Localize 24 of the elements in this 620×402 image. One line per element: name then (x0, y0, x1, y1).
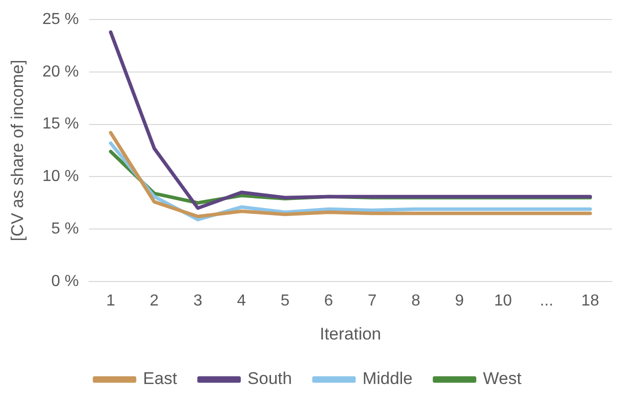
y-tick-label: 10 % (42, 168, 79, 186)
x-axis-title: Iteration (320, 324, 382, 344)
x-tick-label: ... (540, 292, 554, 310)
legend-label: Middle (362, 369, 413, 388)
x-tick-label: 10 (494, 292, 512, 310)
x-tick-label: 18 (581, 292, 600, 310)
y-tick-label: 5 % (51, 220, 79, 238)
x-tick-label: 8 (411, 292, 420, 310)
y-tick-label: 25 % (42, 11, 79, 28)
y-tick-label: 20 % (42, 63, 79, 80)
x-tick-label: 5 (280, 292, 290, 310)
x-tick-label: 1 (106, 292, 116, 310)
x-tick-label: 4 (236, 292, 246, 310)
x-tick-label: 9 (454, 292, 464, 310)
x-tick-label: 6 (324, 292, 334, 310)
y-axis-title: [CV as share of income] (8, 60, 27, 242)
legend-label: West (483, 369, 522, 388)
x-tick-label: 3 (193, 292, 202, 310)
y-tick-label: 15 % (42, 116, 79, 133)
legend-label: South (248, 369, 292, 388)
x-tick-label: 2 (150, 292, 159, 310)
y-tick-label: 0 % (51, 272, 79, 290)
x-tick-label: 7 (368, 292, 377, 310)
legend-label: East (143, 369, 178, 388)
